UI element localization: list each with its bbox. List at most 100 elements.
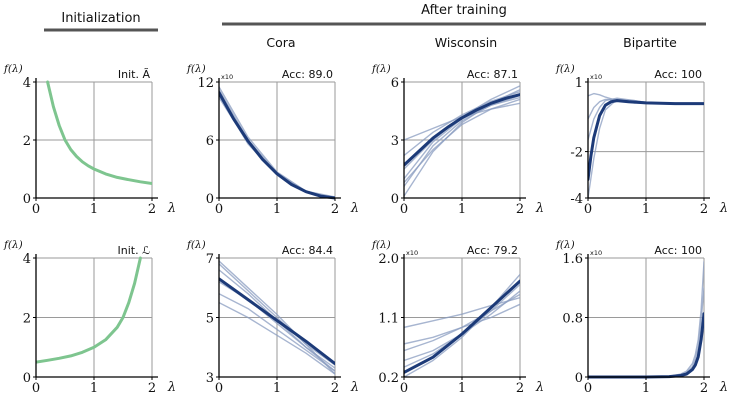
y-tick-label: 6	[391, 76, 399, 91]
y-multiplier: x10	[590, 73, 602, 81]
panel-title: Cora	[266, 35, 295, 50]
series-line-main-6	[219, 277, 335, 366]
panel-annotation: Acc: 84.4	[282, 244, 333, 257]
y-tick-label: 7	[206, 252, 214, 267]
panel-annotation: Init. Ã	[118, 68, 151, 81]
x-tick-label: 1	[458, 381, 466, 396]
series-line-init-0	[46, 80, 152, 185]
x-axis-label: λ	[350, 201, 359, 216]
y-axis-label: f(λ)	[3, 63, 23, 75]
y-tick-label: 2	[23, 312, 31, 327]
x-tick-label: 1	[90, 202, 98, 217]
series-line-faint-4	[404, 303, 520, 345]
y-axis-label: f(λ)	[186, 63, 206, 75]
series-line-faint-4	[219, 301, 335, 375]
x-axis-label: λ	[167, 380, 176, 395]
x-tick-label: 1	[273, 381, 281, 396]
series-line-main-4	[219, 91, 335, 200]
x-tick-label: 1	[458, 202, 466, 217]
header-initialization: Initialization	[61, 11, 140, 26]
series-line-faint-3	[219, 293, 335, 372]
header-after-training: After training	[421, 3, 507, 18]
series-line-faint-0	[404, 273, 520, 378]
y-tick-label: 4	[23, 252, 31, 267]
y-tick-label: 0.8	[562, 312, 583, 327]
x-tick-label: 0	[32, 202, 40, 217]
y-axis-label: f(λ)	[3, 239, 23, 251]
y-multiplier: x10	[406, 249, 418, 257]
panel-wisconsin-bottom: 0 1 2 0.2 1.1 2.0f(λ) x10 λ Acc: 79.2	[371, 239, 544, 396]
y-tick-label: 3	[206, 371, 214, 386]
panel-bipartite-bottom: 0 1 2 0 0.8 1.6f(λ) x10 λ Acc: 100	[555, 239, 728, 396]
panel-annotation: Acc: 100	[654, 244, 702, 257]
x-axis-label: λ	[535, 201, 544, 216]
series-line-main-7	[404, 93, 520, 167]
x-axis-label: λ	[167, 201, 176, 216]
x-tick-label: 0	[584, 381, 592, 396]
x-tick-label: 2	[331, 381, 339, 396]
y-axis-label: f(λ)	[555, 63, 575, 75]
x-tick-label: 2	[331, 202, 339, 217]
y-axis-label: f(λ)	[555, 239, 575, 251]
x-tick-label: 0	[215, 202, 223, 217]
panel-annotation: Acc: 87.1	[467, 68, 518, 81]
y-tick-label: 6	[206, 134, 214, 149]
series-line-faint-3	[404, 90, 520, 157]
series-line-main-4	[588, 99, 704, 181]
y-tick-label: 2	[23, 134, 31, 149]
series-line-init-0	[36, 256, 142, 364]
y-multiplier: x10	[221, 73, 233, 81]
x-tick-label: 0	[584, 202, 592, 217]
series-line-faint-5	[219, 263, 335, 366]
panel-annotation: Acc: 89.0	[282, 68, 333, 81]
x-tick-label: 2	[700, 381, 708, 396]
y-tick-label: 0.2	[378, 371, 399, 386]
y-tick-label: 12	[197, 76, 214, 91]
panel-wisconsin-top: 0 1 2 0 3 6f(λ) λ Acc: 87.1 Wisconsin	[371, 35, 544, 217]
y-tick-label: 4	[23, 76, 31, 91]
y-tick-label: 0	[575, 371, 583, 386]
y-axis-label: f(λ)	[371, 63, 391, 75]
panel-title: Wisconsin	[435, 35, 497, 50]
y-tick-label: 1.1	[378, 312, 399, 327]
y-multiplier: x10	[590, 249, 602, 257]
y-tick-label: 0	[23, 192, 31, 207]
y-tick-label: 1.6	[562, 252, 583, 267]
x-tick-label: 2	[516, 381, 524, 396]
panel-cora-bottom: 0 1 2 3 5 7f(λ) λ Acc: 84.4	[186, 239, 359, 396]
x-tick-label: 1	[642, 202, 650, 217]
x-tick-label: 2	[700, 202, 708, 217]
panel-annotation: Acc: 100	[654, 68, 702, 81]
y-tick-label: 1	[575, 76, 583, 91]
y-tick-label: 5	[206, 312, 214, 327]
y-tick-label: -4	[570, 192, 583, 207]
x-tick-label: 0	[32, 381, 40, 396]
x-tick-label: 2	[516, 202, 524, 217]
y-tick-label: 3	[391, 134, 399, 149]
x-axis-label: λ	[719, 201, 728, 216]
series-line-faint-6	[404, 98, 520, 184]
x-tick-label: 0	[215, 381, 223, 396]
y-axis-label: f(λ)	[371, 239, 391, 251]
y-tick-label: 0	[23, 371, 31, 386]
panel-annotation: Init. ℒ	[117, 244, 150, 257]
x-axis-label: λ	[535, 380, 544, 395]
x-tick-label: 2	[148, 202, 156, 217]
panel-init-bottom: 0 1 2 0 2 4f(λ) λ Init. ℒ	[3, 239, 176, 396]
panel-annotation: Acc: 79.2	[467, 244, 518, 257]
series-line-main-6	[404, 279, 520, 374]
y-tick-label: -2	[570, 146, 583, 161]
y-axis-label: f(λ)	[186, 239, 206, 251]
x-tick-label: 0	[400, 381, 408, 396]
y-tick-label: 0	[206, 192, 214, 207]
x-axis-label: λ	[350, 380, 359, 395]
panel-title: Bipartite	[623, 35, 677, 50]
panel-init-top: 0 1 2 0 2 4f(λ) λ Init. Ã	[3, 63, 176, 217]
x-tick-label: 0	[400, 202, 408, 217]
x-tick-label: 1	[273, 202, 281, 217]
x-axis-label: λ	[719, 380, 728, 395]
x-tick-label: 1	[642, 381, 650, 396]
